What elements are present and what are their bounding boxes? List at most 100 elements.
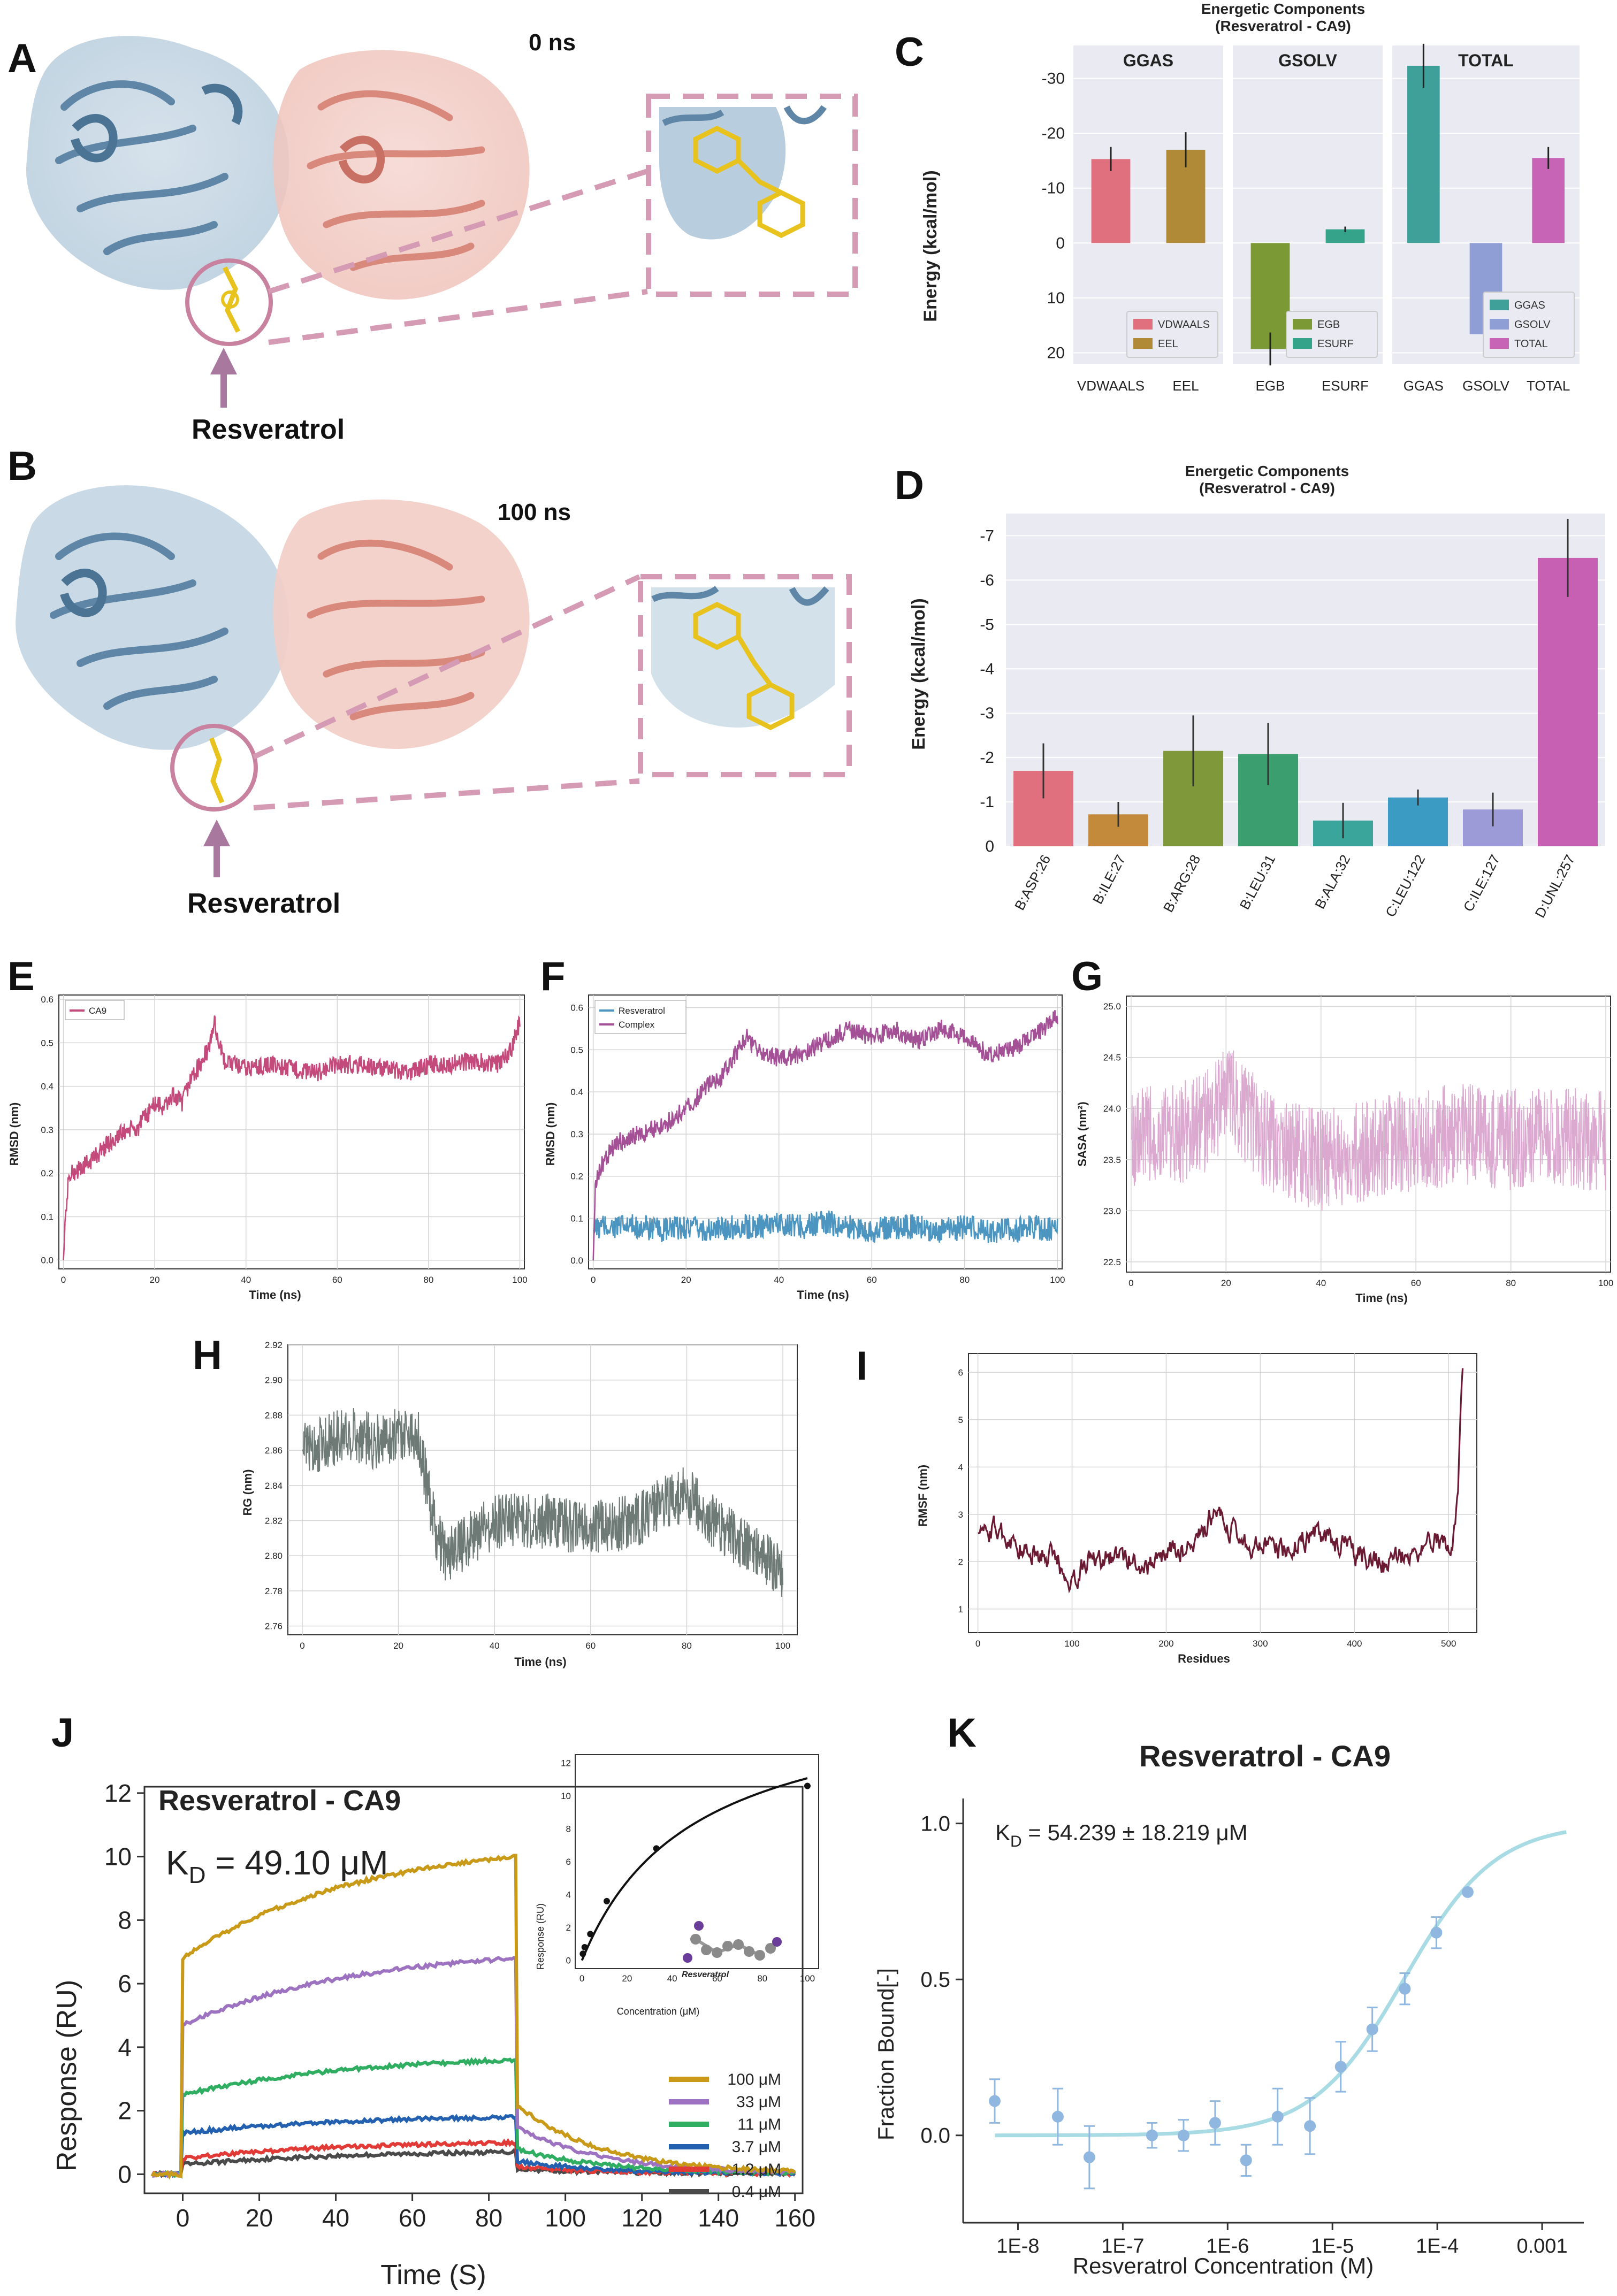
ytick-label: -20 <box>1042 125 1065 142</box>
ytick-label: 1 <box>958 1604 963 1614</box>
xtick-label: 60 <box>399 2204 426 2232</box>
legend-label: 100 μM <box>727 2071 781 2088</box>
ytick-label: 0.3 <box>41 1125 54 1135</box>
xtick-label: 60 <box>867 1275 877 1285</box>
ytick-label: 8 <box>118 1906 132 1934</box>
legend-label: EEL <box>1158 338 1178 350</box>
chart-g: Time (ns) SASA (nm²) 0 20 40 60 80 100 22.5 23.… <box>1076 996 1613 1305</box>
chart-d-subtitle: (Resveratrol - CA9) <box>1199 480 1335 496</box>
xtick-label: 500 <box>1441 1639 1456 1649</box>
inset-ytick-label: 4 <box>566 1890 571 1900</box>
chart-j-kd: KD = 49.10 μM <box>166 1843 388 1888</box>
legend-label: GGAS <box>1514 300 1545 311</box>
arrow-head-a <box>210 348 237 374</box>
xtick-label: 100 <box>512 1275 527 1285</box>
chart-i-xlabel: Residues <box>1178 1652 1230 1665</box>
inset-data-point <box>804 1782 811 1789</box>
panel-b-time-label: 100 ns <box>498 499 571 525</box>
data-point <box>988 2095 1001 2107</box>
panel-label-e: E <box>7 954 35 999</box>
ligand-molecule <box>221 266 241 333</box>
xtick-label: 1E-5 <box>1311 2235 1354 2257</box>
inset-xtick-label: 20 <box>622 1973 632 1984</box>
xtick-label: 20 <box>150 1275 160 1285</box>
chart-f-ylabel: RMSD (nm) <box>544 1103 557 1166</box>
xtick-label: 1E-4 <box>1416 2235 1459 2257</box>
ytick-label: 0 <box>985 838 994 855</box>
ytick-label: 0.5 <box>570 1045 583 1055</box>
xtick-label: 140 <box>698 2204 739 2232</box>
inset-data-point <box>587 1931 594 1938</box>
chart-j-ylabel: Response (RU) <box>51 1980 82 2171</box>
xtick-label: 100 <box>545 2204 586 2232</box>
xtick-label: B:ILE:27 <box>1089 852 1128 907</box>
inset-xtick-label: 100 <box>800 1973 815 1984</box>
xtick-label: EEL <box>1172 378 1199 394</box>
xtick-label: ESURF <box>1322 378 1369 394</box>
chart-f-xlabel: Time (ns) <box>797 1288 849 1302</box>
series-line-resveratrol <box>593 1211 1058 1244</box>
inset-data-point <box>579 1950 586 1957</box>
data-point <box>1209 2117 1221 2129</box>
chart-c: Energetic Components (Resveratrol - CA9)… <box>920 1 1580 394</box>
plot-frame <box>1126 996 1611 1273</box>
series-line-sasa <box>1131 1050 1606 1211</box>
bar-egb <box>1250 243 1290 349</box>
xtick-label: 40 <box>1316 1278 1326 1288</box>
zoom-inset-a <box>646 94 858 297</box>
inset-ytick-label: 0 <box>566 1956 571 1966</box>
chart-h-xlabel: Time (ns) <box>514 1655 566 1669</box>
protein-blue-surface <box>26 36 289 290</box>
ytick-label: 5 <box>958 1415 963 1425</box>
xtick-label: C:LEU:122 <box>1382 852 1428 920</box>
ytick-label: 24.0 <box>1103 1104 1121 1114</box>
ytick-label: -30 <box>1042 70 1065 88</box>
inset-data-point <box>581 1944 588 1950</box>
ytick-label: 23.5 <box>1103 1155 1121 1165</box>
ytick-label: 2.86 <box>265 1445 283 1456</box>
ytick-label: 22.5 <box>1103 1257 1121 1267</box>
chart-c-subtitle: (Resveratrol - CA9) <box>1215 18 1351 34</box>
xtick-label: 0 <box>1128 1278 1133 1288</box>
xtick-label: B:LEU:31 <box>1237 852 1279 912</box>
ytick-label: 2.82 <box>265 1516 283 1526</box>
panel-label-g: G <box>1071 954 1103 999</box>
xtick-label: 0 <box>975 1639 980 1649</box>
arrow-head-b <box>203 820 230 846</box>
panel-label-f: F <box>540 954 566 999</box>
ytick-label: 0.5 <box>920 1968 950 1992</box>
ytick-label: -1 <box>980 793 994 811</box>
panel-label-j: J <box>51 1710 74 1756</box>
xtick-label: 0.001 <box>1516 2235 1567 2257</box>
xtick-label: 200 <box>1158 1639 1173 1649</box>
inset-xtick-label: 80 <box>757 1973 767 1984</box>
ytick-label: 0.0 <box>41 1256 54 1266</box>
chart-k-kd: KD = 54.239 ± 18.219 μM <box>995 1820 1248 1850</box>
xtick-label: 1E-8 <box>996 2235 1039 2257</box>
bar-d-unl-257 <box>1538 557 1598 846</box>
facet-title-gsolv: GSOLV <box>1278 51 1337 70</box>
inset-ylabel: Response (RU) <box>535 1903 546 1970</box>
ytick-label: 0 <box>1056 234 1065 252</box>
ytick-label: 0.0 <box>570 1256 583 1266</box>
legend-swatch <box>1490 338 1509 349</box>
plot-frame <box>143 1786 804 2194</box>
plot-frame <box>287 1344 798 1635</box>
zoom-inset-b <box>638 574 852 777</box>
chart-h: Time (ns) RG (nm) 0 20 40 60 80 100 2.76 2.78 2.… <box>241 1340 798 1669</box>
data-point <box>1051 2110 1064 2123</box>
ytick-label: 0.1 <box>570 1213 583 1223</box>
data-point <box>1334 2061 1347 2073</box>
inset-molecule-label: Resveratrol <box>682 1970 729 1979</box>
xtick-label: 20 <box>393 1641 403 1651</box>
ytick-label: 0.5 <box>41 1038 54 1048</box>
binding-site-circle-b <box>170 724 258 812</box>
chart-d-ylabel: Energy (kcal/mol) <box>909 598 929 749</box>
xtick-label: B:ALA:32 <box>1311 852 1353 912</box>
inset-ytick-label: 8 <box>566 1824 571 1834</box>
ytick-label: 10 <box>104 1843 132 1871</box>
xtick-label: 60 <box>332 1275 342 1285</box>
data-point <box>1271 2110 1284 2123</box>
ytick-label: 12 <box>104 1779 132 1807</box>
ytick-label: 23.0 <box>1103 1206 1121 1216</box>
